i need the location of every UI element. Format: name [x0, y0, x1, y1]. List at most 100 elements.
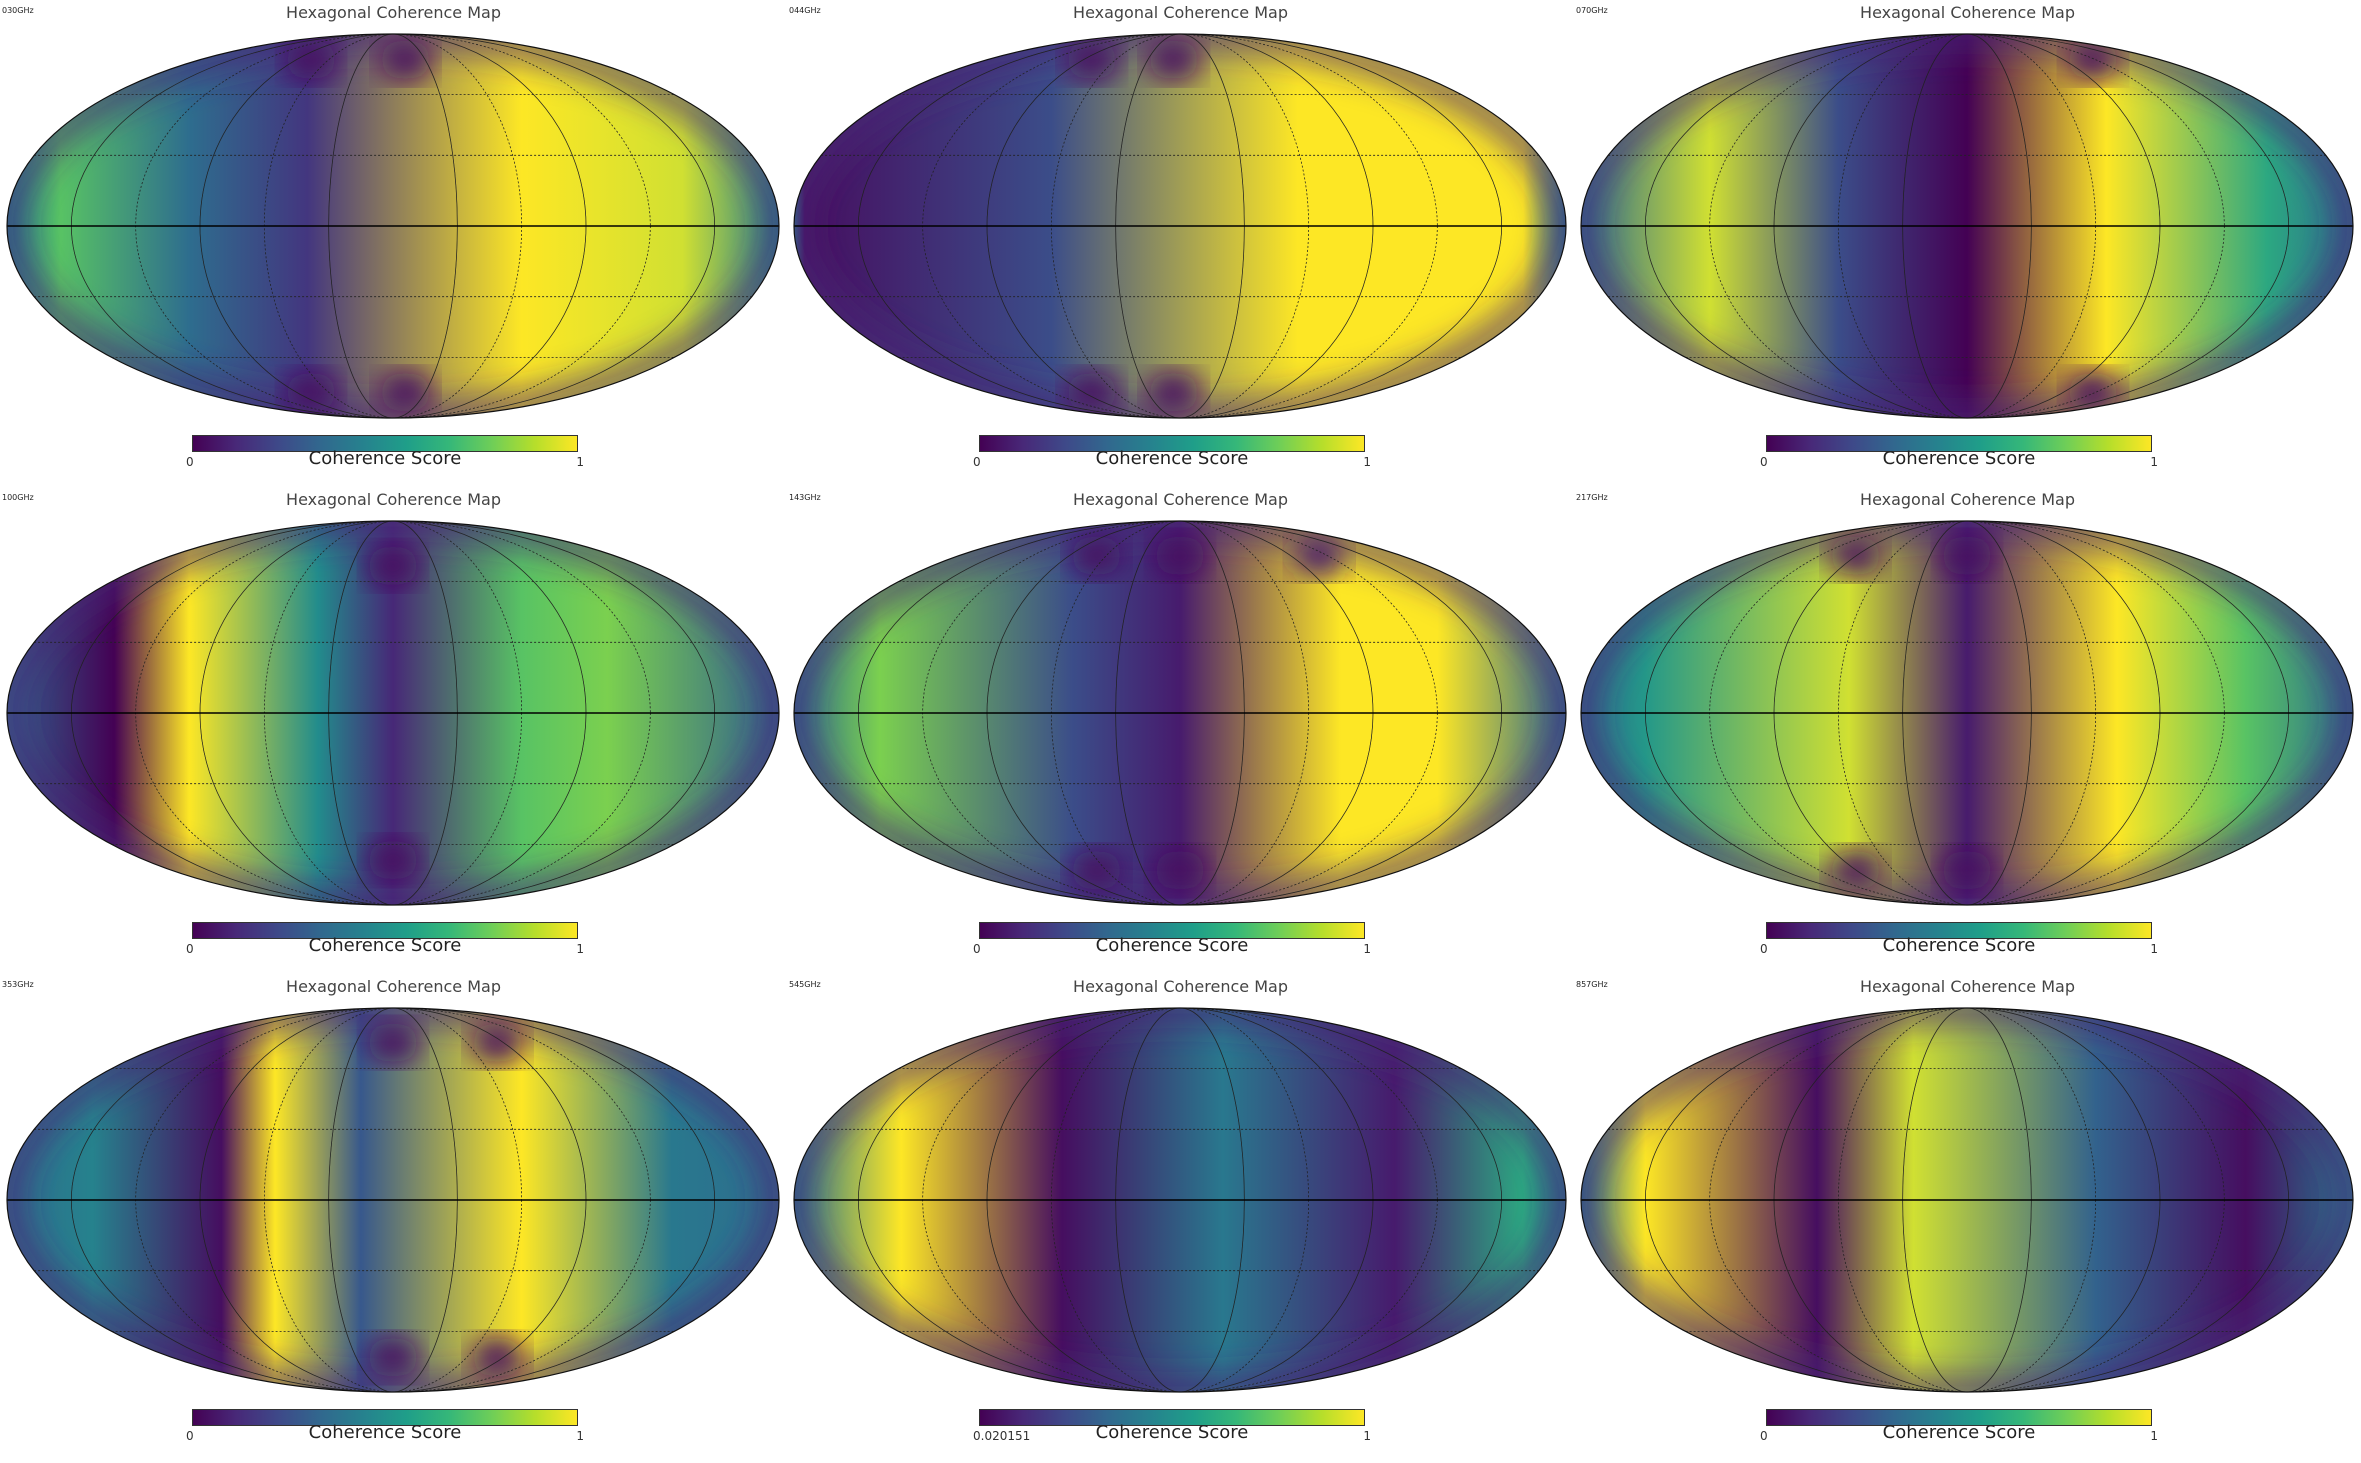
panel-title: Hexagonal Coherence Map [1860, 3, 2075, 22]
colorbar-label: Coherence Score [308, 1422, 462, 1443]
colorbar-gradient [192, 1409, 578, 1426]
coherence-spot [1293, 535, 1346, 576]
colorbar-gradient [192, 435, 578, 452]
map-outline [1580, 1007, 2354, 1393]
coherence-spot [1147, 372, 1200, 413]
panel-title: Hexagonal Coherence Map [1073, 490, 1288, 509]
map-panel: 353GHz Hexagonal Coherence Map 0 1 Coherence… [0, 974, 787, 1461]
map-outline [6, 1007, 780, 1393]
coherence-spot [367, 545, 419, 586]
coherence-spot [1154, 850, 1206, 891]
mollweide-map [1580, 1007, 2354, 1393]
coherence-spot [1147, 39, 1200, 80]
colorbar-min-label: 0 [1760, 942, 1768, 956]
colorbar-min-label: 0 [186, 455, 194, 469]
colorbar-gradient [979, 1409, 1365, 1426]
mollweide-map [6, 520, 780, 906]
coherence-spot [2067, 372, 2119, 413]
panel-title: Hexagonal Coherence Map [1860, 490, 2075, 509]
map-outline [793, 520, 1567, 906]
mollweide-map [1580, 33, 2354, 419]
colorbar-max-label: 1 [1363, 1429, 1371, 1443]
map-outline [793, 1007, 1567, 1393]
colorbar-min-label: 0 [1760, 455, 1768, 469]
colorbar-max-label: 1 [576, 942, 584, 956]
coherence-spot [2067, 39, 2119, 80]
coherence-spot [1065, 39, 1118, 80]
colorbar-max-label: 1 [2150, 942, 2158, 956]
coherence-spot [1941, 535, 1993, 576]
coherence-spot [1829, 850, 1882, 891]
colorbar-min-label: 0.020151 [973, 1429, 1031, 1443]
mollweide-map [1580, 520, 2354, 906]
colorbar-min-label: 0 [186, 1429, 194, 1443]
colorbar-max-label: 1 [1363, 455, 1371, 469]
map-panel: 857GHz Hexagonal Coherence Map 0 1 Coherence… [1574, 974, 2361, 1461]
coherence-spot [379, 39, 432, 80]
colorbar-min-label: 0 [973, 942, 981, 956]
mollweide-map [793, 520, 1567, 906]
map-outline [793, 33, 1567, 419]
colorbar-label: Coherence Score [1882, 1422, 2036, 1443]
colorbar-label: Coherence Score [1882, 448, 2036, 469]
colorbar-max-label: 1 [1363, 942, 1371, 956]
coherence-spot [471, 1022, 524, 1063]
map-outline [1580, 520, 2354, 906]
map-panel: 100GHz Hexagonal Coherence Map 0 1 Coherence… [0, 487, 787, 974]
colorbar: 0 1 Coherence Score [1760, 922, 2158, 966]
panel-title: Hexagonal Coherence Map [286, 977, 501, 996]
colorbar-max-label: 1 [576, 455, 584, 469]
colorbar-min-label: 0 [186, 942, 194, 956]
panel-title: Hexagonal Coherence Map [286, 490, 501, 509]
coherence-spot [367, 840, 419, 881]
colorbar: 0 1 Coherence Score [186, 435, 584, 479]
coherence-spot [1829, 535, 1882, 576]
coherence-spot [1941, 850, 1993, 891]
map-panel: 217GHz Hexagonal Coherence Map 0 1 Coherence… [1574, 487, 2361, 974]
coherence-spot [367, 1337, 419, 1378]
colorbar-gradient [979, 435, 1365, 452]
colorbar-label: Coherence Score [1095, 448, 1249, 469]
colorbar-label: Coherence Score [308, 935, 462, 956]
panel-title: Hexagonal Coherence Map [286, 3, 501, 22]
colorbar: 0 1 Coherence Score [186, 922, 584, 966]
map-panel: 030GHz Hexagonal Coherence Map 0 1 Coherence… [0, 0, 787, 487]
frequency-label: 070GHz [1576, 6, 1608, 15]
colorbar-gradient [979, 922, 1365, 939]
map-outline [6, 33, 780, 419]
colorbar-label: Coherence Score [308, 448, 462, 469]
map-outline [1580, 33, 2354, 419]
map-panel: 044GHz Hexagonal Coherence Map 0 1 Coherence… [787, 0, 1574, 487]
frequency-label: 030GHz [2, 6, 34, 15]
frequency-label: 353GHz [2, 980, 34, 989]
coherence-spot [1154, 535, 1206, 576]
panel-title: Hexagonal Coherence Map [1073, 3, 1288, 22]
colorbar-min-label: 0 [973, 455, 981, 469]
frequency-label: 217GHz [1576, 493, 1608, 502]
coherence-spot [367, 1022, 419, 1063]
panel-title: Hexagonal Coherence Map [1073, 977, 1288, 996]
coherence-spot [1070, 850, 1123, 891]
coherence-spot [285, 39, 338, 80]
map-panel: 070GHz Hexagonal Coherence Map 0 1 Coherence… [1574, 0, 2361, 487]
colorbar: 0 1 Coherence Score [973, 435, 1371, 479]
coherence-spot [471, 1337, 524, 1378]
colorbar-gradient [1766, 435, 2152, 452]
frequency-label: 143GHz [789, 493, 821, 502]
coherence-spot [285, 372, 338, 413]
coherence-spot [379, 372, 432, 413]
colorbar-max-label: 1 [2150, 1429, 2158, 1443]
colorbar-max-label: 1 [576, 1429, 584, 1443]
colorbar-gradient [1766, 1409, 2152, 1426]
mollweide-map [793, 1007, 1567, 1393]
coherence-spot [1070, 535, 1123, 576]
colorbar-gradient [192, 922, 578, 939]
colorbar-max-label: 1 [2150, 455, 2158, 469]
frequency-label: 100GHz [2, 493, 34, 502]
colorbar-label: Coherence Score [1882, 935, 2036, 956]
colorbar: 0 1 Coherence Score [1760, 1409, 2158, 1453]
panel-title: Hexagonal Coherence Map [1860, 977, 2075, 996]
colorbar: 0.020151 1 Coherence Score [973, 1409, 1371, 1453]
frequency-label: 545GHz [789, 980, 821, 989]
